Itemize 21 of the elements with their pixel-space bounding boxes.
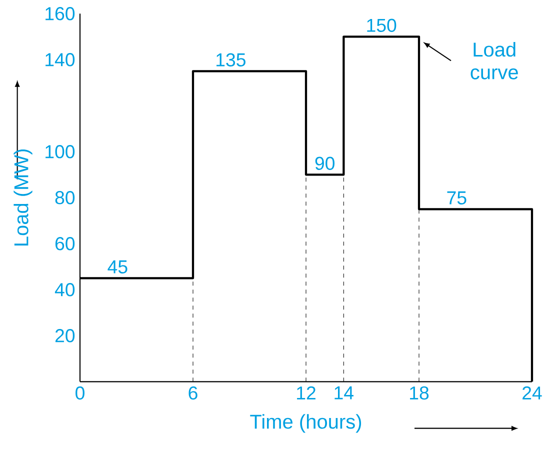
y-tick-label: 100 — [46, 145, 75, 158]
y-tick-label: 80 — [55, 191, 75, 204]
x-tick-label: 12 — [297, 386, 316, 400]
x-tick-label: 24 — [522, 386, 542, 400]
x-tick-label: 14 — [334, 386, 354, 400]
data-label: 150 — [367, 18, 396, 32]
y-tick-label: 40 — [54, 283, 75, 296]
y-axis-title: Load (MW) — [14, 149, 32, 246]
data-label: 45 — [108, 260, 128, 274]
y-tick-label: 140 — [46, 53, 75, 66]
annotation: Load curve — [470, 42, 518, 80]
x-tick-label: 18 — [410, 386, 429, 400]
y-tick-label: 160 — [46, 7, 75, 20]
x-tick-label: 0 — [76, 386, 84, 400]
x-tick-label: 6 — [188, 386, 198, 400]
data-label: 75 — [447, 191, 466, 204]
y-tick-label: 60 — [55, 237, 75, 250]
data-label: 135 — [216, 53, 246, 66]
x-axis-title: Time (hours) — [250, 414, 362, 433]
data-label: 90 — [315, 156, 334, 170]
y-tick-label: 20 — [55, 329, 75, 342]
